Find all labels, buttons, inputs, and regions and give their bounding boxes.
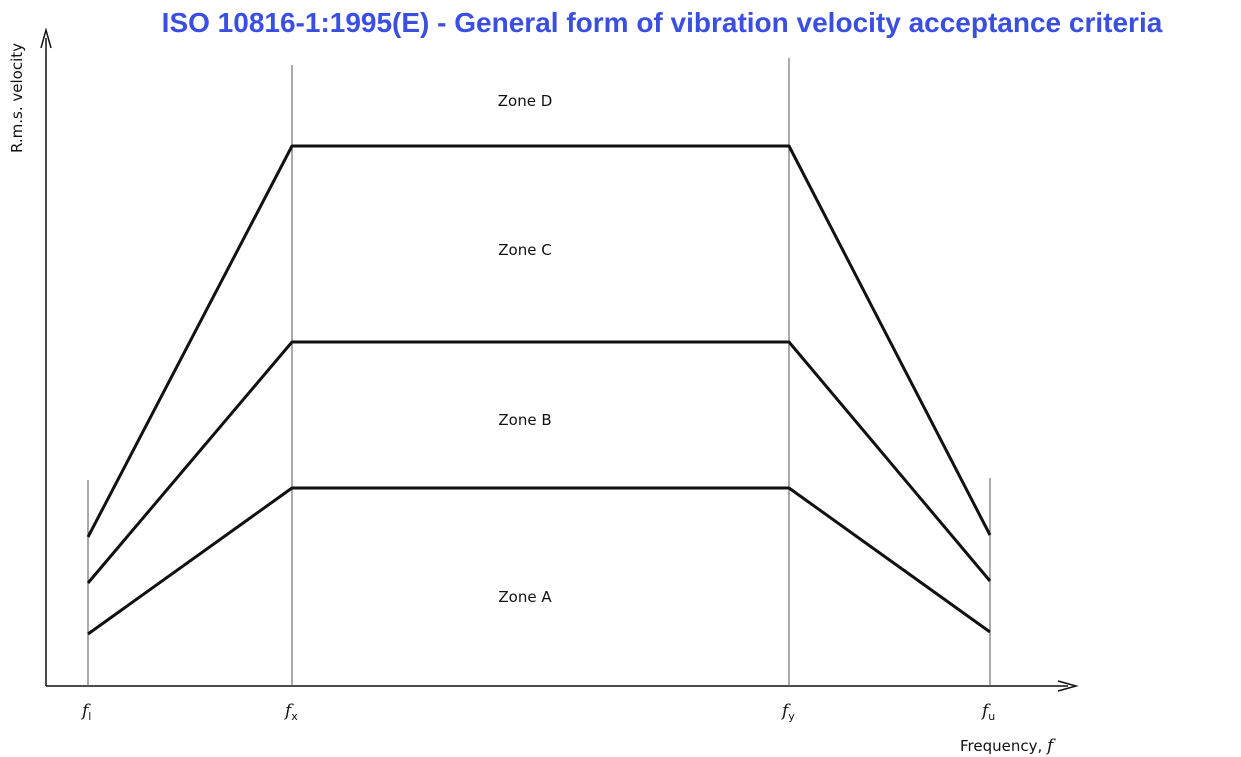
- zone-boundaries: [86, 144, 992, 636]
- frequency-lines: [87, 58, 991, 686]
- frequency-label: fx: [283, 701, 298, 723]
- frequency-label: fy: [780, 701, 795, 723]
- label-part: y: [788, 710, 795, 723]
- zone-label: Zone B: [498, 411, 551, 429]
- label-part: x: [291, 710, 298, 723]
- x-axis-label: Frequency, f: [960, 736, 1056, 756]
- zone-label: Zone A: [498, 588, 552, 606]
- frequency-label: fu: [980, 701, 995, 723]
- title: ISO 10816-1:1995(E) - General form of vi…: [162, 7, 1163, 38]
- label-part: f: [1045, 736, 1056, 756]
- label-part: f: [980, 701, 991, 721]
- frequency-label: fl: [80, 701, 91, 723]
- zone-label: Zone C: [498, 241, 551, 259]
- label-part: l: [88, 710, 91, 723]
- label-part: f: [283, 701, 294, 721]
- zone-label: Zone D: [498, 92, 553, 110]
- label-part: f: [780, 701, 791, 721]
- label-part: Frequency,: [960, 737, 1047, 755]
- axes: [40, 27, 1079, 692]
- y-axis-label: R.m.s. velocity: [8, 43, 26, 153]
- label-part: f: [80, 701, 91, 721]
- label-part: u: [988, 710, 995, 723]
